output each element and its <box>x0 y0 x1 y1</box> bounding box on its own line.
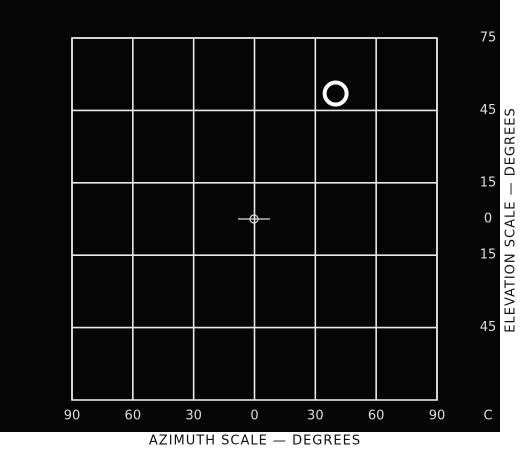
y-tick-label: 15 <box>480 248 497 263</box>
x-tick-label: 0 <box>250 409 258 424</box>
scope-screen <box>0 0 500 432</box>
y-tick-label: 45 <box>480 103 497 118</box>
x-tick-label: 60 <box>125 409 142 424</box>
target-blip <box>322 80 349 107</box>
y-tick-label: 0 <box>484 212 492 227</box>
y-axis-title: ELEVATION SCALE — DEGREES <box>504 107 519 332</box>
corner-label: C <box>483 409 492 424</box>
x-tick-label: 60 <box>368 409 385 424</box>
x-tick-label: 30 <box>307 409 324 424</box>
x-tick-label: 90 <box>64 409 81 424</box>
x-tick-label: 90 <box>429 409 446 424</box>
x-tick-label: 30 <box>185 409 202 424</box>
y-tick-label: 45 <box>480 320 497 335</box>
x-axis-title: AZIMUTH SCALE — DEGREES <box>149 434 361 449</box>
y-tick-label: 75 <box>480 31 497 46</box>
y-tick-label: 15 <box>480 175 497 190</box>
